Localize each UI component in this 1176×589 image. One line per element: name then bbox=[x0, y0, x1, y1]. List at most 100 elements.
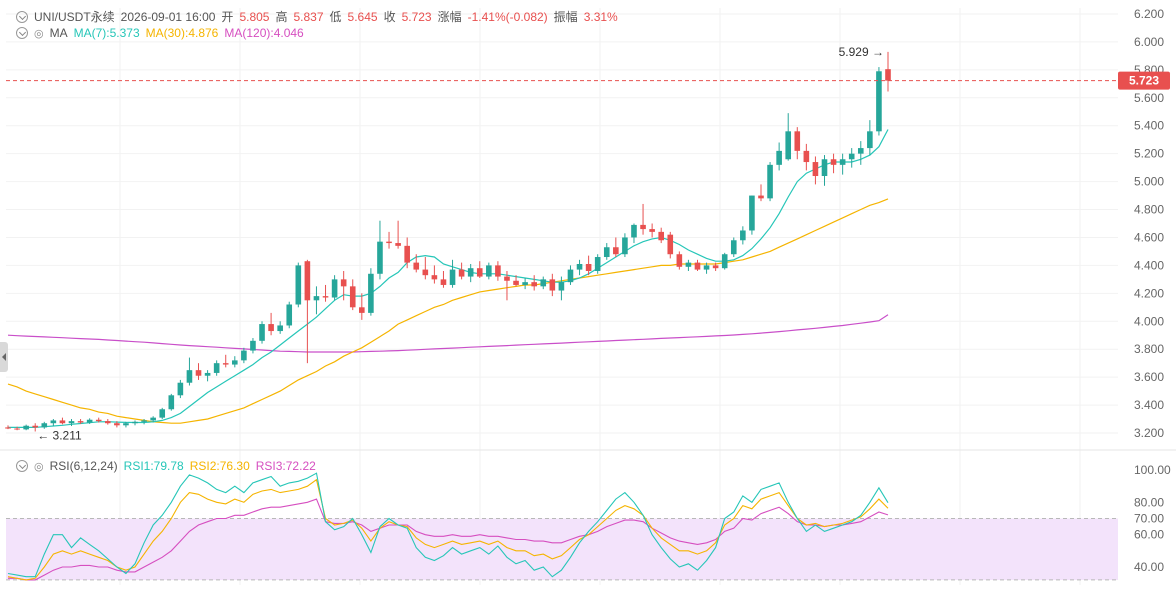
ma7-line bbox=[8, 129, 889, 428]
candle-body bbox=[613, 247, 619, 255]
low-label: 低 bbox=[329, 10, 342, 24]
candle-body bbox=[685, 262, 692, 267]
candle-body bbox=[286, 304, 293, 326]
open-label: 开 bbox=[221, 10, 234, 24]
ma-header: ◎ MA MA(7):5.373 MA(30):4.876 MA(120):4.… bbox=[16, 26, 304, 40]
candle-body bbox=[749, 195, 755, 231]
candle-body bbox=[476, 268, 483, 277]
rsi-axis-tick: 40.00 bbox=[1134, 560, 1164, 574]
candle-body bbox=[195, 370, 202, 376]
candle-body bbox=[5, 427, 11, 429]
change-value: -1.41%(-0.082) bbox=[467, 9, 548, 24]
candle-body bbox=[313, 296, 320, 301]
rsi-axis-tick: 100.00 bbox=[1134, 463, 1171, 477]
candle-body bbox=[830, 159, 837, 165]
price-axis-tick: 3.200 bbox=[1134, 426, 1164, 440]
candle-body bbox=[449, 269, 456, 285]
candle-body bbox=[222, 363, 229, 365]
rsi-label[interactable]: RSI(6,12,24) bbox=[49, 459, 118, 473]
candle-body bbox=[576, 264, 583, 270]
candle-body bbox=[857, 148, 864, 154]
current-price-value: 5.723 bbox=[1129, 74, 1159, 88]
candle-body bbox=[504, 276, 510, 281]
candle-body bbox=[32, 425, 39, 428]
candle-body bbox=[767, 164, 773, 199]
high-label: 高 bbox=[275, 10, 288, 24]
candle-body bbox=[404, 245, 410, 263]
close-value: 5.723 bbox=[401, 9, 432, 24]
candle-body bbox=[667, 234, 674, 255]
candle-body bbox=[694, 262, 701, 270]
candle-body bbox=[132, 421, 138, 424]
price-axis-tick: 5.400 bbox=[1134, 119, 1164, 133]
candle-body bbox=[876, 71, 882, 132]
candle-body bbox=[340, 279, 347, 287]
chevron-down-icon[interactable] bbox=[16, 460, 28, 472]
close-label: 收 bbox=[383, 10, 396, 24]
candle-body bbox=[631, 224, 637, 238]
candle-body bbox=[640, 224, 646, 230]
price-axis-tick: 5.200 bbox=[1134, 147, 1164, 161]
min-price-annotation: ← 3.211 bbox=[37, 428, 82, 442]
candle-body bbox=[123, 423, 129, 426]
rsi1-value: RSI1:79.78 bbox=[123, 459, 184, 473]
rsi-header: ◎ RSI(6,12,24) RSI1:79.78 RSI2:76.30 RSI… bbox=[16, 459, 316, 473]
eye-icon[interactable]: ◎ bbox=[34, 460, 44, 473]
price-axis-tick: 3.400 bbox=[1134, 398, 1164, 412]
candle-body bbox=[413, 262, 420, 270]
ma120-line bbox=[7, 314, 889, 353]
candle-body bbox=[812, 162, 819, 177]
candle-body bbox=[531, 282, 537, 287]
candle-body bbox=[458, 269, 465, 277]
candle-body bbox=[658, 231, 664, 241]
ma30-value: MA(30):4.876 bbox=[145, 26, 219, 40]
candle-body bbox=[386, 241, 392, 244]
candle-body bbox=[50, 420, 57, 424]
candle-body bbox=[594, 257, 601, 271]
price-axis-tick: 3.600 bbox=[1134, 370, 1164, 384]
candle-body bbox=[331, 279, 338, 298]
candle-body bbox=[77, 421, 84, 423]
candle-body bbox=[867, 131, 873, 149]
pair-label[interactable]: UNI/USDT永续 bbox=[34, 10, 115, 24]
price-axis-tick: 4.400 bbox=[1134, 258, 1164, 272]
rsi-line-rsi3 bbox=[8, 498, 889, 581]
candle-body bbox=[377, 241, 383, 274]
collapse-sidebar-handle[interactable] bbox=[0, 342, 8, 372]
eye-icon[interactable]: ◎ bbox=[34, 27, 44, 40]
candle-body bbox=[676, 254, 683, 267]
candle-body bbox=[603, 247, 610, 258]
candle-body bbox=[204, 372, 211, 376]
price-axis-tick: 5.600 bbox=[1134, 91, 1164, 105]
candle-body bbox=[41, 423, 48, 428]
datetime-label: 2026-09-01 16:00 bbox=[120, 9, 216, 24]
candle-body bbox=[794, 131, 801, 151]
candle-body bbox=[14, 428, 20, 430]
chevron-down-icon[interactable] bbox=[16, 10, 28, 23]
candle-body bbox=[549, 279, 556, 291]
rsi-line-rsi2 bbox=[7, 478, 889, 581]
change-label: 涨幅 bbox=[437, 10, 462, 24]
candle-body bbox=[649, 229, 655, 232]
candle-body bbox=[23, 425, 29, 430]
candle-body bbox=[440, 279, 447, 285]
candle-body bbox=[277, 325, 283, 332]
candle-body bbox=[785, 131, 792, 160]
price-axis-tick: 5.000 bbox=[1134, 175, 1164, 189]
price-axis-tick: 4.000 bbox=[1134, 314, 1164, 328]
candle-body bbox=[522, 282, 528, 285]
price-axis-tick: 6.200 bbox=[1134, 7, 1164, 21]
price-axis-tick: 4.600 bbox=[1134, 230, 1164, 244]
candle-body bbox=[703, 265, 710, 270]
candle-body bbox=[821, 159, 828, 177]
chevron-down-icon[interactable] bbox=[16, 27, 28, 39]
candle-body bbox=[803, 150, 810, 163]
open-value: 5.805 bbox=[239, 9, 270, 24]
candle-body bbox=[848, 153, 855, 160]
candle-body bbox=[431, 275, 438, 280]
candle-body bbox=[368, 273, 374, 313]
ma-label[interactable]: MA bbox=[49, 26, 68, 40]
candle-body bbox=[758, 195, 764, 199]
candle-body bbox=[422, 269, 429, 276]
